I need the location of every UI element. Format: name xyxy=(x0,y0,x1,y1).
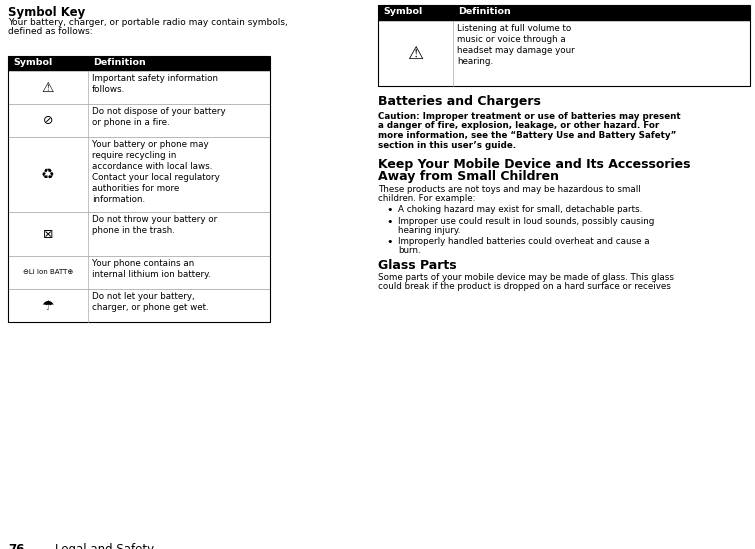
Text: ⚠: ⚠ xyxy=(408,44,424,63)
Text: Important safety information
follows.: Important safety information follows. xyxy=(92,74,218,94)
Text: could break if the product is dropped on a hard surface or receives: could break if the product is dropped on… xyxy=(378,282,671,291)
Bar xyxy=(8,256,270,289)
Bar xyxy=(8,289,270,322)
Text: defined as follows:: defined as follows: xyxy=(8,27,93,36)
Text: Do not let your battery,
charger, or phone get wet.: Do not let your battery, charger, or pho… xyxy=(92,292,208,312)
Text: Some parts of your mobile device may be made of glass. This glass: Some parts of your mobile device may be … xyxy=(378,273,674,282)
Text: Improperly handled batteries could overheat and cause a: Improperly handled batteries could overh… xyxy=(398,237,649,246)
Text: ⊠: ⊠ xyxy=(43,227,54,240)
Bar xyxy=(8,104,270,137)
Bar xyxy=(8,56,270,71)
Bar xyxy=(378,21,750,86)
Text: These products are not toys and may be hazardous to small: These products are not toys and may be h… xyxy=(378,185,641,194)
Text: Listening at full volume to
music or voice through a
headset may damage your
hea: Listening at full volume to music or voi… xyxy=(457,24,575,66)
Text: •: • xyxy=(386,237,393,247)
Text: 76: 76 xyxy=(8,543,24,549)
Text: ⚠: ⚠ xyxy=(42,81,54,94)
Text: a danger of fire, explosion, leakage, or other hazard. For: a danger of fire, explosion, leakage, or… xyxy=(378,121,659,131)
Text: ♻: ♻ xyxy=(42,167,55,182)
Text: section in this user’s guide.: section in this user’s guide. xyxy=(378,141,516,149)
Text: Glass Parts: Glass Parts xyxy=(378,259,457,272)
Bar xyxy=(8,71,270,104)
Text: Legal and Safety: Legal and Safety xyxy=(55,543,154,549)
Text: Your battery, charger, or portable radio may contain symbols,: Your battery, charger, or portable radio… xyxy=(8,18,288,27)
Bar xyxy=(378,5,750,86)
Text: Definition: Definition xyxy=(458,7,510,16)
Text: Symbol Key: Symbol Key xyxy=(8,6,85,19)
Text: more information, see the “Battery Use and Battery Safety”: more information, see the “Battery Use a… xyxy=(378,131,676,140)
Bar xyxy=(8,137,270,212)
Text: Improper use could result in loud sounds, possibly causing: Improper use could result in loud sounds… xyxy=(398,217,655,226)
Text: A choking hazard may exist for small, detachable parts.: A choking hazard may exist for small, de… xyxy=(398,205,643,214)
Text: Symbol: Symbol xyxy=(383,7,422,16)
Text: ⊖Li Ion BATT⊕: ⊖Li Ion BATT⊕ xyxy=(23,270,73,276)
Text: Your battery or phone may
require recycling in
accordance with local laws.
Conta: Your battery or phone may require recycl… xyxy=(92,140,220,204)
Text: hearing injury.: hearing injury. xyxy=(398,226,461,235)
Text: Your phone contains an
internal lithium ion battery.: Your phone contains an internal lithium … xyxy=(92,259,211,279)
Bar xyxy=(8,212,270,256)
Text: Do not dispose of your battery
or phone in a fire.: Do not dispose of your battery or phone … xyxy=(92,107,226,127)
Text: burn.: burn. xyxy=(398,246,421,255)
Text: children. For example:: children. For example: xyxy=(378,194,476,203)
Bar xyxy=(8,56,270,322)
Text: Away from Small Children: Away from Small Children xyxy=(378,170,559,183)
Text: •: • xyxy=(386,205,393,215)
Text: Batteries and Chargers: Batteries and Chargers xyxy=(378,95,541,108)
Text: •: • xyxy=(386,217,393,227)
Text: Do not throw your battery or
phone in the trash.: Do not throw your battery or phone in th… xyxy=(92,215,217,235)
Bar xyxy=(378,5,750,21)
Text: Caution: Improper treatment or use of batteries may present: Caution: Improper treatment or use of ba… xyxy=(378,112,680,121)
Text: Symbol: Symbol xyxy=(13,58,52,67)
Text: Definition: Definition xyxy=(93,58,146,67)
Text: ⊘: ⊘ xyxy=(43,114,54,127)
Text: Keep Your Mobile Device and Its Accessories: Keep Your Mobile Device and Its Accessor… xyxy=(378,158,691,171)
Text: ☂: ☂ xyxy=(42,299,54,312)
